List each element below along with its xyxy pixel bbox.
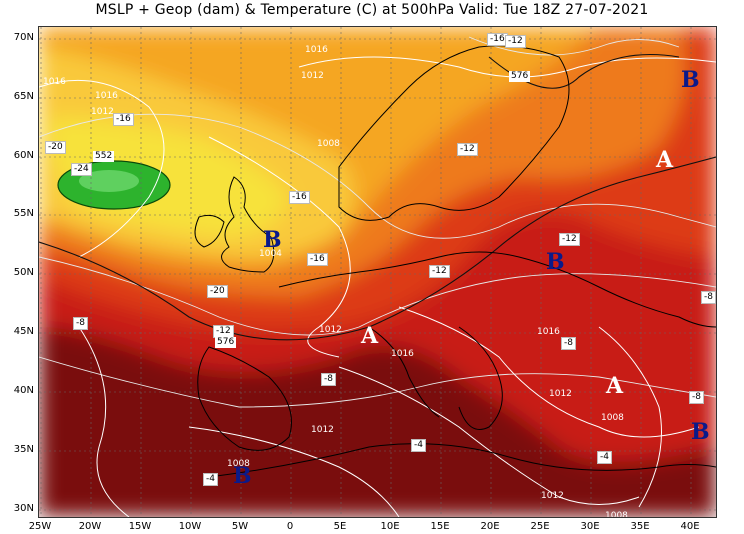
- coastlines: [194, 45, 716, 478]
- lat-label: 40N: [13, 385, 34, 396]
- pressure-center-low-poland: B: [546, 249, 565, 275]
- isobars: [39, 56, 716, 517]
- temperature-label: -12: [457, 143, 478, 156]
- lon-label: 5W: [231, 521, 249, 532]
- temperature-label: -20: [207, 285, 228, 298]
- pressure-center-high-turkey: A: [606, 373, 624, 399]
- temperature-label: -4: [203, 473, 218, 486]
- isotherms: [39, 36, 716, 408]
- lat-label: 35N: [13, 444, 34, 455]
- lon-label: 25E: [530, 521, 550, 532]
- pressure-center-low-uk: B: [263, 227, 282, 253]
- temperature-label: -4: [411, 439, 426, 452]
- temperature-label: -12: [505, 35, 526, 48]
- temperature-label: -12: [559, 233, 580, 246]
- mslp-label: 1008: [317, 139, 340, 149]
- temperature-shading: [39, 27, 716, 517]
- lat-label: 45N: [13, 326, 34, 337]
- pressure-center-low-east: B: [691, 419, 710, 445]
- lon-label: 40E: [680, 521, 700, 532]
- map-canvas: [39, 27, 716, 517]
- pressure-center-high-alps: A: [361, 323, 379, 349]
- mslp-label: 1012: [91, 107, 114, 117]
- mslp-label: 1016: [43, 77, 66, 87]
- temperature-label: -12: [429, 265, 450, 278]
- lon-label: 35E: [630, 521, 650, 532]
- mslp-label: 1008: [605, 511, 628, 518]
- geopotential-label: 576: [509, 71, 531, 82]
- mslp-label: 1012: [319, 325, 342, 335]
- lon-label: 15W: [128, 521, 152, 532]
- mslp-label: 1004: [259, 249, 282, 259]
- temperature-label: -4: [597, 451, 612, 464]
- lon-label: 30E: [580, 521, 600, 532]
- pressure-center-low-morocco: B: [233, 463, 252, 489]
- temperature-label: -16: [487, 33, 508, 46]
- mslp-label: 1016: [95, 91, 118, 101]
- geopotential-label: 552: [93, 151, 115, 162]
- lon-label: 20E: [480, 521, 500, 532]
- temperature-label: -16: [113, 113, 134, 126]
- lon-label: 10W: [178, 521, 202, 532]
- geopotential-label: 576: [215, 337, 237, 348]
- lat-label: 70N: [13, 32, 34, 43]
- lat-label: 30N: [13, 503, 34, 514]
- lon-label: 20W: [78, 521, 102, 532]
- temperature-label: -20: [45, 141, 66, 154]
- lat-label: 50N: [13, 267, 34, 278]
- weather-map: B A B B A A B B -16 -16 -20 -24 -16 -16 …: [38, 26, 717, 518]
- mslp-label: 1012: [301, 71, 324, 81]
- mslp-label: 1012: [541, 491, 564, 501]
- temperature-label: -8: [701, 291, 716, 304]
- mslp-label: 1016: [305, 45, 328, 55]
- map-title: MSLP + Geop (dam) & Temperature (C) at 5…: [95, 2, 649, 18]
- temperature-label: -16: [289, 191, 310, 204]
- mslp-label: 1016: [537, 327, 560, 337]
- mslp-label: 1008: [601, 413, 624, 423]
- pressure-center-low-russia: B: [681, 67, 700, 93]
- mslp-label: 1008: [227, 459, 250, 469]
- lon-label: 0: [286, 521, 294, 532]
- temperature-label: -8: [561, 337, 576, 350]
- lat-label: 65N: [13, 91, 34, 102]
- lon-label: 15E: [430, 521, 450, 532]
- temperature-label: -8: [689, 391, 704, 404]
- lat-label: 55N: [13, 208, 34, 219]
- lon-label: 25W: [28, 521, 52, 532]
- lon-label: 10E: [380, 521, 400, 532]
- mslp-label: 1016: [391, 349, 414, 359]
- pressure-center-high-russia: A: [656, 147, 674, 173]
- cold-core-inner: [79, 170, 139, 192]
- lat-label: 60N: [13, 150, 34, 161]
- temperature-label: -8: [321, 373, 336, 386]
- temperature-label: -8: [73, 317, 88, 330]
- temperature-label: -16: [307, 253, 328, 266]
- temperature-label: -24: [71, 163, 92, 176]
- lon-label: 5E: [333, 521, 347, 532]
- mslp-label: 1012: [311, 425, 334, 435]
- mslp-label: 1012: [549, 389, 572, 399]
